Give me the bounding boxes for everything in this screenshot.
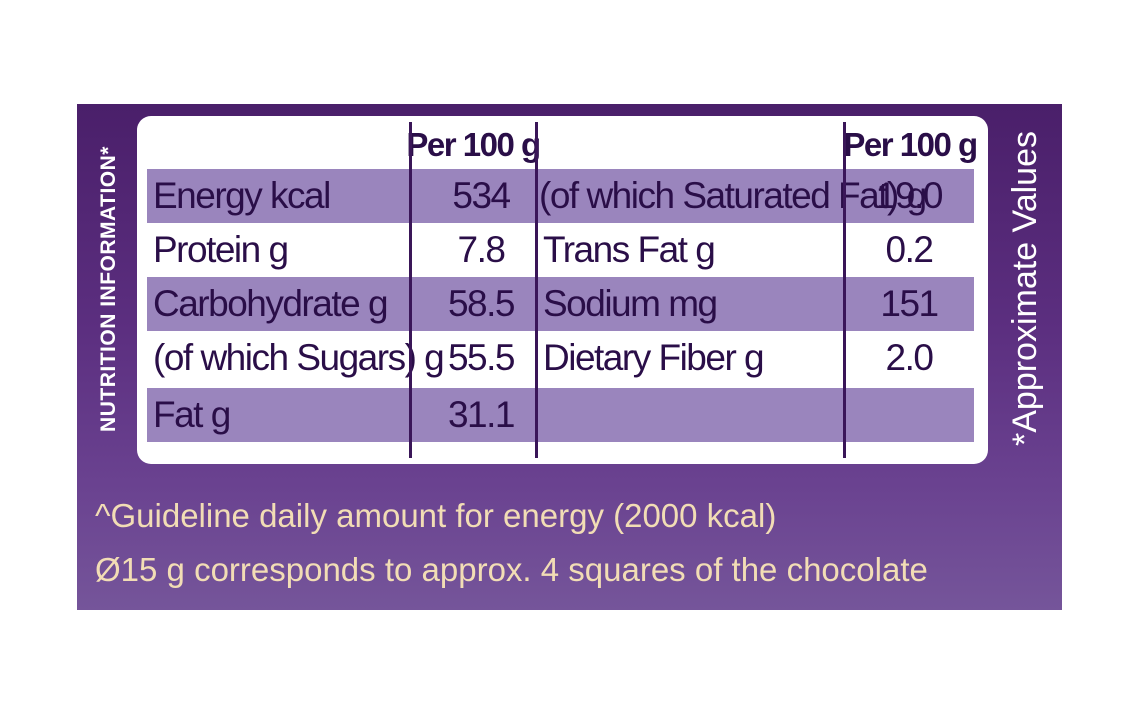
column-divider — [843, 122, 846, 458]
nutrient-value: 2.0 — [885, 337, 934, 378]
table-row: Protein g 7.8 Trans Fat g 0.2 — [147, 223, 974, 277]
table-row: Carbohydrate g 58.5 Sodium mg 151 — [147, 277, 974, 331]
table-row: Energy kcal 534 (of which Saturated Fat)… — [147, 169, 974, 223]
column-divider — [535, 122, 538, 458]
table-row: (of which Sugars) g 55.5 Dietary Fiber g… — [147, 331, 974, 385]
nutrient-name: Trans Fat g — [543, 229, 716, 270]
nutrient-name: Fat g — [153, 394, 231, 435]
nutrient-value: 7.8 — [457, 229, 506, 270]
approximate-values-text: *Approximate Values — [1005, 130, 1044, 446]
nutrition-information-label: NUTRITION INFORMATION* — [85, 122, 133, 456]
nutrient-name: Protein g — [153, 229, 289, 270]
nutrient-name: (of which Saturated Fat) g — [539, 175, 927, 216]
column-divider — [409, 122, 412, 458]
table-row: Fat g 31.1 — [147, 388, 974, 442]
nutrient-value: 58.5 — [447, 283, 516, 324]
nutrition-table: Per 100 g Per 100 g Energy kcal 534 (of … — [137, 116, 988, 464]
header-per-100g-right: Per 100 g — [843, 126, 978, 163]
nutrient-name: Carbohydrate g — [153, 283, 389, 324]
nutrient-name: (of which Sugars) g — [153, 337, 445, 378]
approximate-values-label: *Approximate Values — [994, 120, 1056, 456]
footnote-guideline: ^Guideline daily amount for energy (2000… — [95, 497, 777, 534]
nutrient-value: 0.2 — [885, 229, 934, 270]
nutrient-name: Dietary Fiber g — [543, 337, 765, 378]
nutrient-value: 31.1 — [447, 394, 516, 435]
nutrient-value: 534 — [452, 175, 511, 216]
nutrient-value: 19.0 — [875, 175, 944, 216]
footnote-portion: Ø15 g corresponds to approx. 4 squares o… — [95, 551, 928, 588]
nutrient-name: Energy kcal — [153, 175, 331, 216]
header-per-100g-left: Per 100 g — [406, 126, 541, 163]
nutrient-value: 151 — [880, 283, 939, 324]
nutrient-value: 55.5 — [447, 337, 516, 378]
nutrition-information-text: NUTRITION INFORMATION* — [97, 146, 121, 432]
nutrient-value — [847, 388, 971, 442]
nutrient-name: Sodium mg — [543, 283, 718, 324]
